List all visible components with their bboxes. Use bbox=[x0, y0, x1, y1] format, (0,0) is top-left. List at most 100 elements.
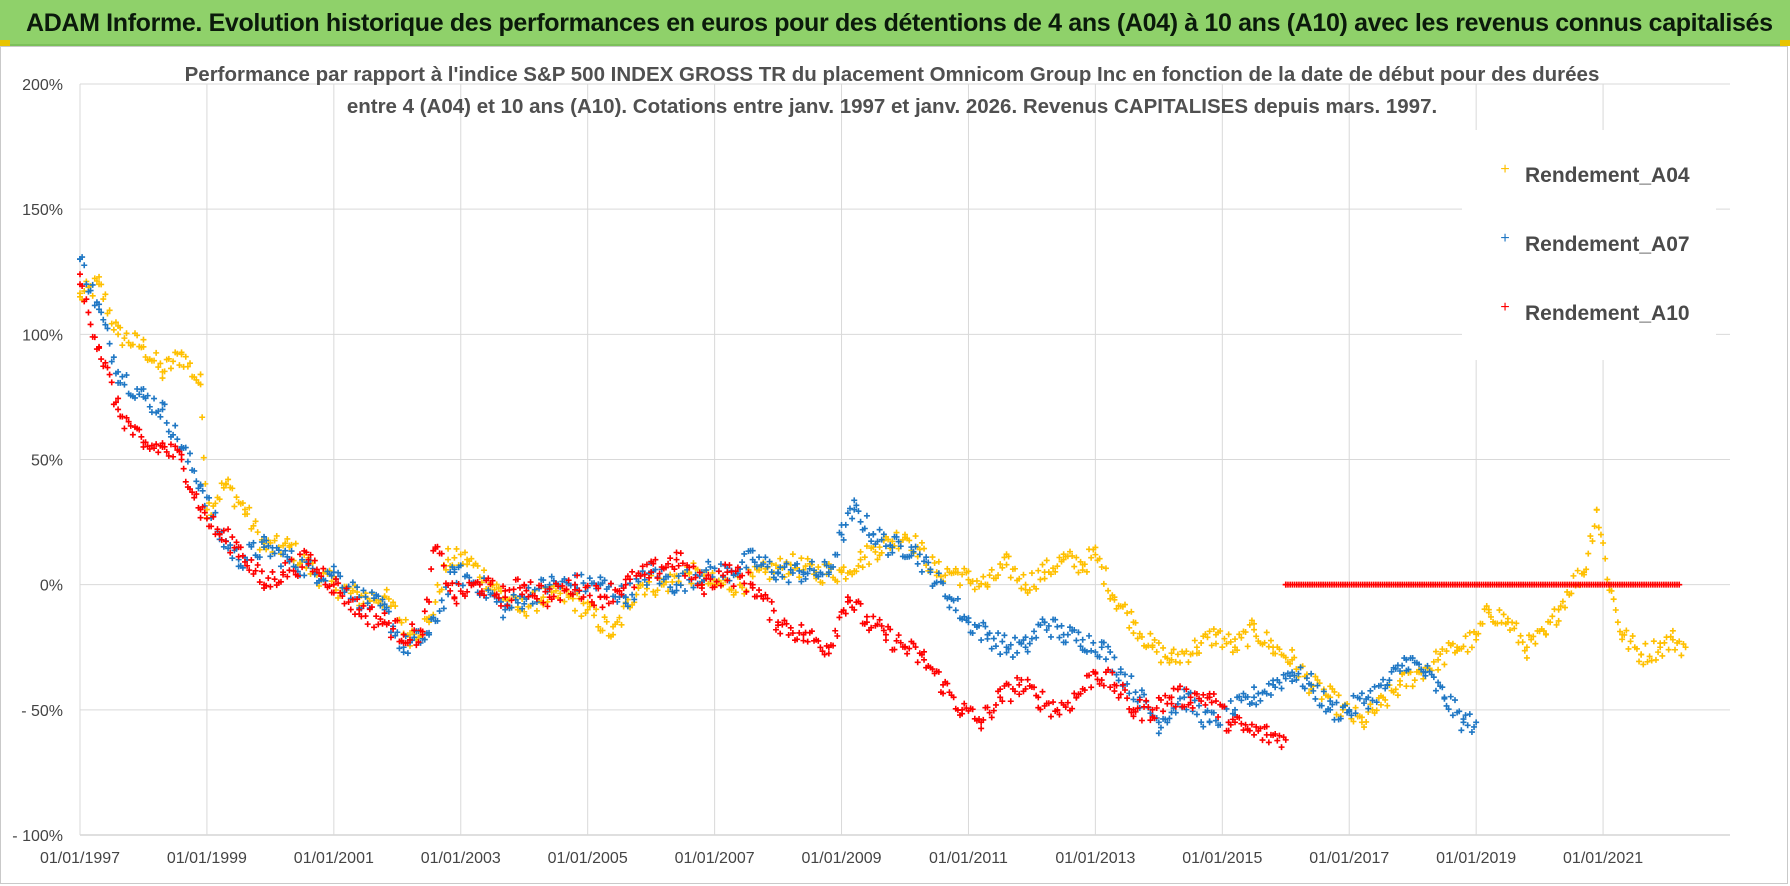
point-rendement-a04 bbox=[159, 368, 166, 375]
point-rendement-a04 bbox=[167, 365, 174, 372]
point-rendement-a04 bbox=[1208, 642, 1215, 649]
point-rendement-a04 bbox=[1659, 652, 1666, 659]
point-rendement-a07 bbox=[870, 531, 877, 538]
point-rendement-a07 bbox=[163, 419, 170, 426]
point-rendement-a04 bbox=[239, 500, 246, 507]
point-rendement-a04 bbox=[1020, 571, 1027, 578]
point-rendement-a10 bbox=[178, 456, 185, 463]
point-rendement-a10 bbox=[1088, 684, 1095, 691]
point-rendement-a07 bbox=[1293, 676, 1300, 683]
point-rendement-a07 bbox=[1263, 690, 1270, 697]
point-rendement-a10 bbox=[1018, 676, 1025, 683]
point-rendement-a04 bbox=[385, 595, 392, 602]
point-rendement-a04 bbox=[1267, 637, 1274, 644]
point-rendement-a07 bbox=[1392, 665, 1399, 672]
point-rendement-a10 bbox=[176, 448, 183, 455]
point-rendement-a10 bbox=[597, 594, 604, 601]
point-rendement-a10 bbox=[91, 334, 98, 341]
point-rendement-a04 bbox=[112, 319, 119, 326]
point-rendement-a10 bbox=[950, 694, 957, 701]
point-rendement-a10 bbox=[500, 583, 507, 590]
point-rendement-a07 bbox=[690, 584, 697, 591]
point-rendement-a10 bbox=[294, 573, 301, 580]
point-rendement-a07 bbox=[1280, 671, 1287, 678]
point-rendement-a04 bbox=[652, 591, 659, 598]
point-rendement-a04 bbox=[1329, 685, 1336, 692]
point-rendement-a10 bbox=[1276, 732, 1283, 739]
point-rendement-a04 bbox=[1602, 555, 1609, 562]
y-tick-label: 100% bbox=[22, 327, 63, 344]
point-rendement-a04 bbox=[1105, 587, 1112, 594]
point-rendement-a04 bbox=[474, 562, 481, 569]
point-rendement-a04 bbox=[1272, 650, 1279, 657]
point-rendement-a04 bbox=[1443, 648, 1450, 655]
point-rendement-a10 bbox=[1282, 736, 1289, 743]
point-rendement-a07 bbox=[371, 595, 378, 602]
point-rendement-a10 bbox=[102, 359, 109, 366]
point-rendement-a07 bbox=[1206, 719, 1213, 726]
point-rendement-a04 bbox=[1079, 561, 1086, 568]
point-rendement-a04 bbox=[1669, 627, 1676, 634]
point-rendement-a10 bbox=[1147, 717, 1154, 724]
point-rendement-a04 bbox=[1035, 567, 1042, 574]
point-rendement-a04 bbox=[1232, 636, 1238, 643]
point-rendement-a04 bbox=[834, 578, 841, 585]
point-rendement-a07 bbox=[908, 544, 915, 551]
point-rendement-a07 bbox=[212, 509, 219, 516]
point-rendement-a07 bbox=[965, 619, 972, 626]
point-rendement-a04 bbox=[1473, 636, 1480, 643]
point-rendement-a10 bbox=[320, 565, 327, 572]
x-tick-label: 01/01/2005 bbox=[548, 850, 628, 867]
point-rendement-a07 bbox=[1439, 684, 1446, 691]
point-rendement-a07 bbox=[514, 599, 521, 606]
point-rendement-a07 bbox=[988, 645, 995, 652]
legend-label-a04: Rendement_A04 bbox=[1525, 164, 1690, 187]
point-rendement-a07 bbox=[954, 595, 961, 602]
point-rendement-a07 bbox=[561, 575, 568, 582]
point-rendement-a07 bbox=[1232, 706, 1238, 713]
point-rendement-a04 bbox=[1403, 683, 1410, 690]
point-rendement-a07 bbox=[808, 558, 815, 565]
point-rendement-a10 bbox=[1092, 669, 1099, 676]
point-rendement-a04 bbox=[165, 355, 172, 362]
point-rendement-a07 bbox=[267, 553, 274, 560]
point-rendement-a07 bbox=[775, 569, 782, 576]
point-rendement-a07 bbox=[1062, 639, 1069, 646]
point-rendement-a10 bbox=[1143, 697, 1150, 704]
point-rendement-a07 bbox=[531, 586, 538, 593]
point-rendement-a07 bbox=[292, 564, 299, 571]
point-rendement-a04 bbox=[426, 619, 433, 626]
point-rendement-a04 bbox=[222, 481, 229, 488]
point-rendement-a10 bbox=[100, 363, 107, 370]
point-rendement-a04 bbox=[157, 360, 164, 367]
point-rendement-a10 bbox=[106, 371, 113, 378]
point-rendement-a04 bbox=[912, 533, 919, 540]
point-rendement-a07 bbox=[100, 316, 107, 323]
point-rendement-a10 bbox=[1278, 744, 1285, 751]
point-rendement-a10 bbox=[172, 443, 179, 450]
point-rendement-a07 bbox=[567, 582, 574, 589]
point-rendement-a04 bbox=[561, 598, 568, 605]
point-rendement-a10 bbox=[569, 591, 576, 598]
point-rendement-a10 bbox=[419, 631, 426, 638]
point-rendement-a10 bbox=[912, 644, 919, 651]
point-rendement-a10 bbox=[1263, 723, 1270, 730]
point-rendement-a10 bbox=[182, 478, 189, 485]
point-rendement-a04 bbox=[1570, 572, 1577, 579]
point-rendement-a10 bbox=[1212, 698, 1219, 705]
point-rendement-a07 bbox=[1430, 674, 1437, 681]
point-rendement-a04 bbox=[1261, 639, 1268, 646]
point-rendement-a10 bbox=[345, 599, 352, 606]
point-rendement-a10 bbox=[464, 588, 471, 595]
point-rendement-a10 bbox=[819, 648, 826, 655]
point-rendement-a04 bbox=[859, 564, 866, 571]
point-rendement-a10 bbox=[1272, 731, 1279, 738]
point-rendement-a04 bbox=[1638, 651, 1645, 658]
point-rendement-a04 bbox=[1236, 631, 1243, 638]
point-rendement-a04 bbox=[1122, 601, 1128, 608]
point-rendement-a04 bbox=[1102, 565, 1109, 572]
point-rendement-a10 bbox=[1109, 669, 1116, 676]
point-rendement-a04 bbox=[1079, 567, 1086, 574]
point-rendement-a10 bbox=[394, 617, 401, 624]
point-rendement-a10 bbox=[624, 573, 631, 580]
